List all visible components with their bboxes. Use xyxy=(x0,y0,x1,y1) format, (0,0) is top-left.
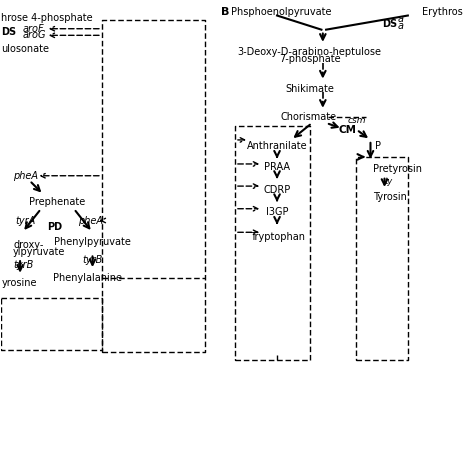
Text: Chorismate: Chorismate xyxy=(281,112,337,122)
Text: aroG: aroG xyxy=(22,30,46,40)
Text: CM: CM xyxy=(338,125,356,135)
Text: CDRP: CDRP xyxy=(264,185,291,195)
Text: Tryptophan: Tryptophan xyxy=(249,232,304,242)
Text: Prephenate: Prephenate xyxy=(29,197,86,207)
Text: tyrA: tyrA xyxy=(16,216,36,226)
Text: Tyrosin: Tyrosin xyxy=(373,192,407,202)
Text: Shikimate: Shikimate xyxy=(285,83,334,93)
Text: ulosonate: ulosonate xyxy=(1,45,49,55)
Text: droxy-: droxy- xyxy=(13,240,44,250)
Text: B: B xyxy=(221,7,229,17)
Text: DS: DS xyxy=(1,27,17,37)
Text: ty: ty xyxy=(384,177,393,186)
Text: PRAA: PRAA xyxy=(264,162,290,172)
Text: csm: csm xyxy=(347,116,365,125)
Text: Phenylpyruvate: Phenylpyruvate xyxy=(54,237,131,246)
Text: yrosine: yrosine xyxy=(1,278,37,288)
Text: ylpyruvate: ylpyruvate xyxy=(13,247,65,257)
Text: DS: DS xyxy=(382,19,397,29)
Text: aroF: aroF xyxy=(22,24,44,34)
Text: Phenylalanine: Phenylalanine xyxy=(53,273,122,283)
Text: tyrB: tyrB xyxy=(13,260,34,270)
Text: hrose 4-phosphate: hrose 4-phosphate xyxy=(1,13,93,23)
Text: P: P xyxy=(375,141,381,151)
Text: tyrB: tyrB xyxy=(82,255,103,264)
Text: Anthranilate: Anthranilate xyxy=(247,141,307,151)
Text: Phsphoenolpyruvate: Phsphoenolpyruvate xyxy=(231,7,332,17)
Text: 3-Deoxy-D-arabino-heptulose: 3-Deoxy-D-arabino-heptulose xyxy=(238,47,382,57)
Text: PD: PD xyxy=(47,222,63,232)
Text: 7-phosphate: 7-phosphate xyxy=(279,54,340,64)
Text: a: a xyxy=(398,21,403,31)
Text: Erythros: Erythros xyxy=(422,7,463,17)
Text: pheA: pheA xyxy=(13,171,38,181)
Text: I3GP: I3GP xyxy=(266,208,288,218)
Text: pheA: pheA xyxy=(79,216,103,226)
Text: a: a xyxy=(398,14,403,24)
Text: Pretyrosin: Pretyrosin xyxy=(373,164,422,173)
